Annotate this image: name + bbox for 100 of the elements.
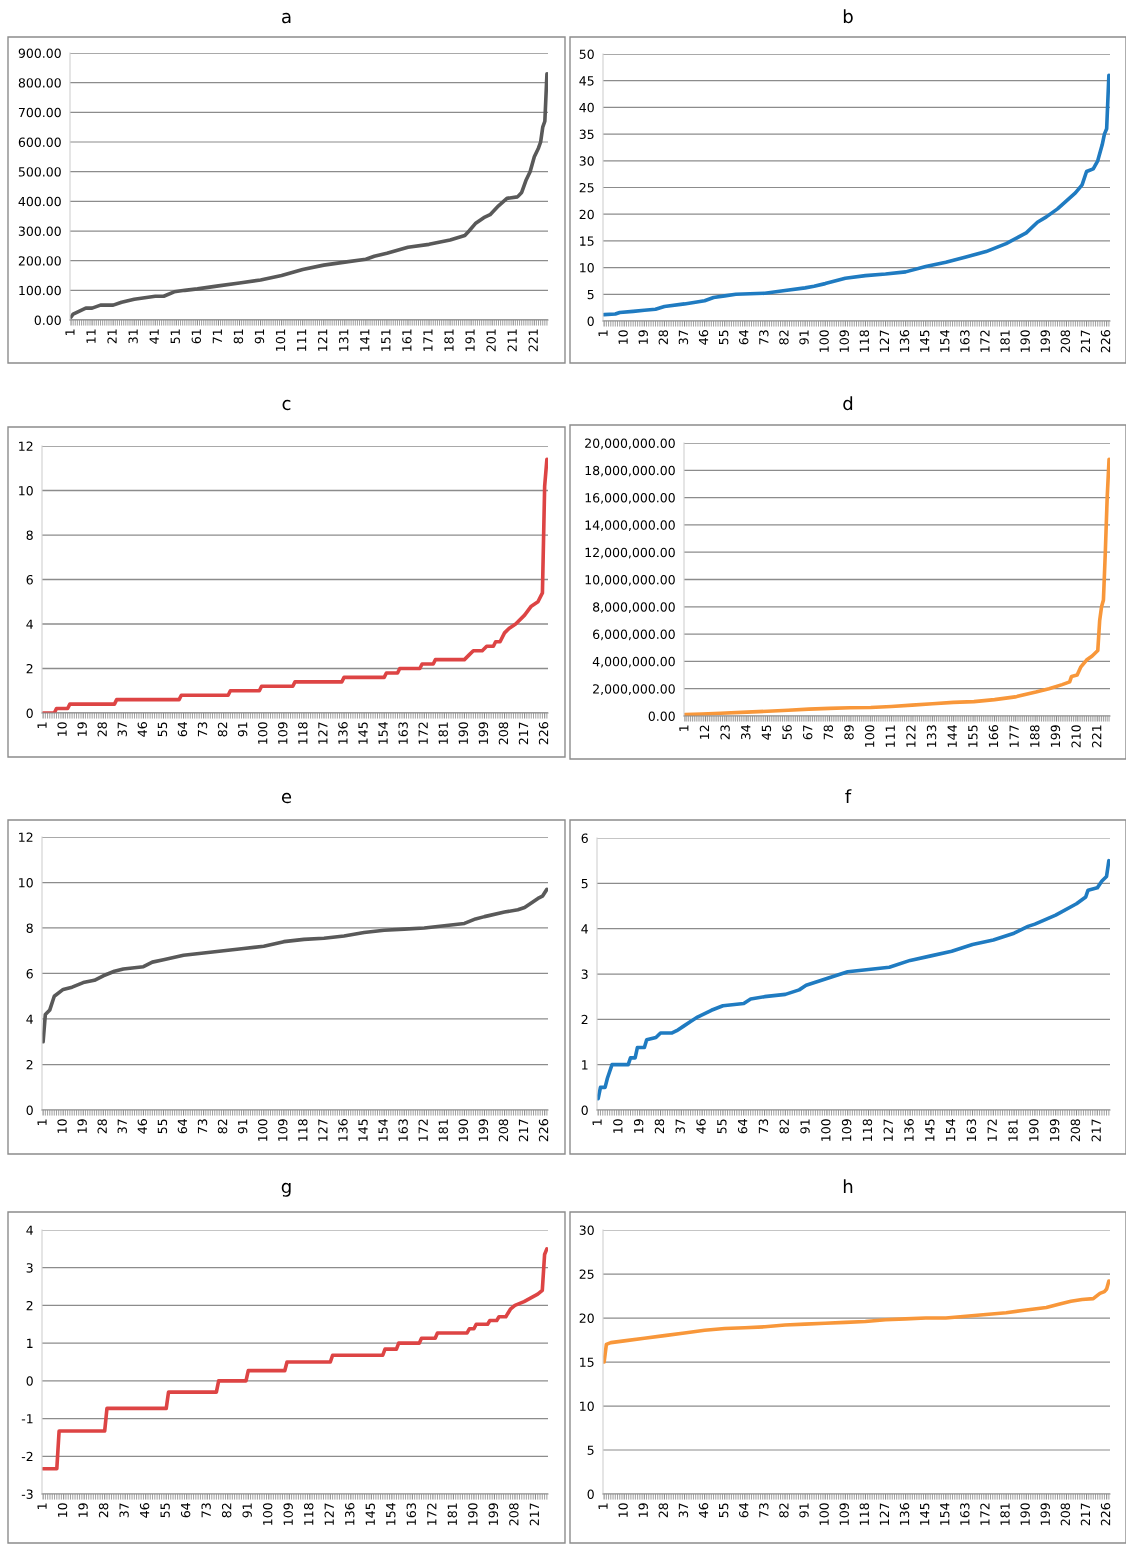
x-tick-label: 109 xyxy=(839,1503,849,1525)
x-tick-label: 181 xyxy=(1008,1119,1018,1141)
x-tick-label: 64 xyxy=(739,1503,749,1518)
y-tick-label: 10 xyxy=(580,1401,594,1411)
x-tick-label: 127 xyxy=(324,1503,334,1525)
line-series xyxy=(42,1247,548,1471)
x-tick-label: 154 xyxy=(940,330,950,352)
y-tick-label: 2 xyxy=(26,1300,33,1311)
y-tick-label: 100.00 xyxy=(19,285,61,296)
x-tick-label: 67 xyxy=(802,725,813,740)
x-tick-label: 217 xyxy=(518,722,529,745)
x-tick-label: 122 xyxy=(906,725,916,747)
x-tick-label: 82 xyxy=(221,1503,232,1518)
line-series xyxy=(597,858,1110,1101)
x-tick-label: 199 xyxy=(478,1119,489,1141)
x-tick-label: 28 xyxy=(97,1119,107,1134)
x-tick-label: 55 xyxy=(160,1503,170,1518)
x-tick-label: 211 xyxy=(507,329,517,352)
x-tick-label: 208 xyxy=(1070,1119,1081,1142)
x-tick-label: 136 xyxy=(904,1119,914,1141)
x-tick-label: 199 xyxy=(1040,1503,1050,1525)
y-tick-label: 20,000,000.00 xyxy=(585,438,675,450)
x-tick-label: 181 xyxy=(1000,1503,1010,1525)
x-tick-label: 21 xyxy=(107,329,117,344)
x-tick-label: 73 xyxy=(201,1503,211,1518)
x-tick-label: 190 xyxy=(468,1503,478,1525)
x-tick-label: 109 xyxy=(283,1503,293,1525)
x-tick-label: 127 xyxy=(879,330,889,352)
x-tick-label: 127 xyxy=(318,722,328,744)
x-tick-label: 154 xyxy=(946,1119,956,1141)
x-tick-label: 37 xyxy=(117,1119,127,1134)
x-tick-label: 127 xyxy=(879,1503,889,1525)
x-tick-label: 226 xyxy=(1100,330,1111,353)
y-tick-label: 8 xyxy=(26,923,33,933)
x-tick-label: 31 xyxy=(128,329,138,344)
x-tick-label: 19 xyxy=(638,1503,648,1517)
y-tick-label: 900.00 xyxy=(18,48,61,58)
y-tick-label: 2,000,000.00 xyxy=(593,684,675,695)
x-tick-label: 73 xyxy=(758,1119,769,1134)
x-tick-label: 19 xyxy=(633,1119,644,1133)
x-tick-label: 172 xyxy=(980,330,990,352)
chart-title: e xyxy=(281,792,292,804)
y-tick-label: 4 xyxy=(26,619,33,629)
y-tick-label: 14,000,000.00 xyxy=(585,520,675,532)
x-tick-label: 19 xyxy=(78,1503,88,1517)
x-tick-label: 41 xyxy=(149,329,159,344)
x-tick-label: 163 xyxy=(966,1119,977,1141)
y-tick-label: 1 xyxy=(27,1338,33,1348)
x-tick-label: 64 xyxy=(177,722,188,737)
x-tick-label: 12 xyxy=(699,725,710,739)
y-tick-label: 3 xyxy=(581,969,588,979)
x-tick-label: 201 xyxy=(486,329,496,352)
x-tick-label: 190 xyxy=(458,722,469,744)
x-tick-label: 109 xyxy=(839,330,849,352)
x-tick-label: 208 xyxy=(509,1503,519,1526)
x-tick-label: 172 xyxy=(427,1503,437,1525)
y-tick-label: 18,000,000.00 xyxy=(585,465,675,477)
x-tick-label: 190 xyxy=(458,1119,469,1141)
x-tick-label: 181 xyxy=(438,1119,448,1141)
x-tick-label: 136 xyxy=(338,1119,348,1141)
x-tick-label: 100 xyxy=(262,1503,273,1525)
x-tick-label: 208 xyxy=(498,722,509,745)
y-tick-label: 25 xyxy=(579,182,594,193)
x-tick-label: 188 xyxy=(1030,725,1040,747)
y-tick-label: 4 xyxy=(581,924,588,934)
x-tick-label: 161 xyxy=(402,329,412,351)
y-tick-label: 0.00 xyxy=(648,711,675,721)
x-tick-label: 181 xyxy=(447,1503,458,1525)
y-tick-label: 8 xyxy=(26,530,33,540)
y-tick-label: 10 xyxy=(19,877,33,888)
y-tick-label: 30 xyxy=(579,156,594,166)
y-tick-label: 6 xyxy=(26,968,33,979)
chart-title: a xyxy=(282,12,291,24)
y-tick-label: 0 xyxy=(581,1105,588,1115)
x-tick-label: 91 xyxy=(254,329,265,344)
x-tick-label: 181 xyxy=(438,722,448,744)
y-tick-label: 0 xyxy=(587,316,594,326)
y-tick-label: 20 xyxy=(579,209,594,220)
x-tick-label: 127 xyxy=(883,1119,893,1141)
x-tick-label: 226 xyxy=(538,1119,549,1142)
y-tick-label: 700.00 xyxy=(18,107,61,118)
x-tick-label: 172 xyxy=(980,1503,990,1525)
x-tick-label: 145 xyxy=(920,1503,930,1525)
y-tick-label: 4 xyxy=(26,1014,33,1024)
y-tick-label: 6 xyxy=(581,833,588,843)
x-tick-label: 81 xyxy=(233,329,244,344)
x-tick-label: 28 xyxy=(658,330,669,345)
line-series xyxy=(603,1279,1110,1364)
x-tick-label: 136 xyxy=(899,330,910,352)
y-tick-label: 2 xyxy=(26,1059,33,1070)
x-tick-label: 163 xyxy=(398,722,408,744)
x-tick-label: 64 xyxy=(177,1119,188,1134)
x-tick-label: 100 xyxy=(819,330,829,352)
x-tick-label: 217 xyxy=(529,1503,539,1526)
x-tick-label: 154 xyxy=(940,1503,950,1525)
y-tick-label: 50 xyxy=(579,49,594,59)
x-tick-label: 118 xyxy=(303,1503,314,1525)
x-tick-label: 91 xyxy=(237,722,248,737)
y-tick-label: 0 xyxy=(26,708,33,718)
x-tick-label: 91 xyxy=(237,1119,248,1134)
